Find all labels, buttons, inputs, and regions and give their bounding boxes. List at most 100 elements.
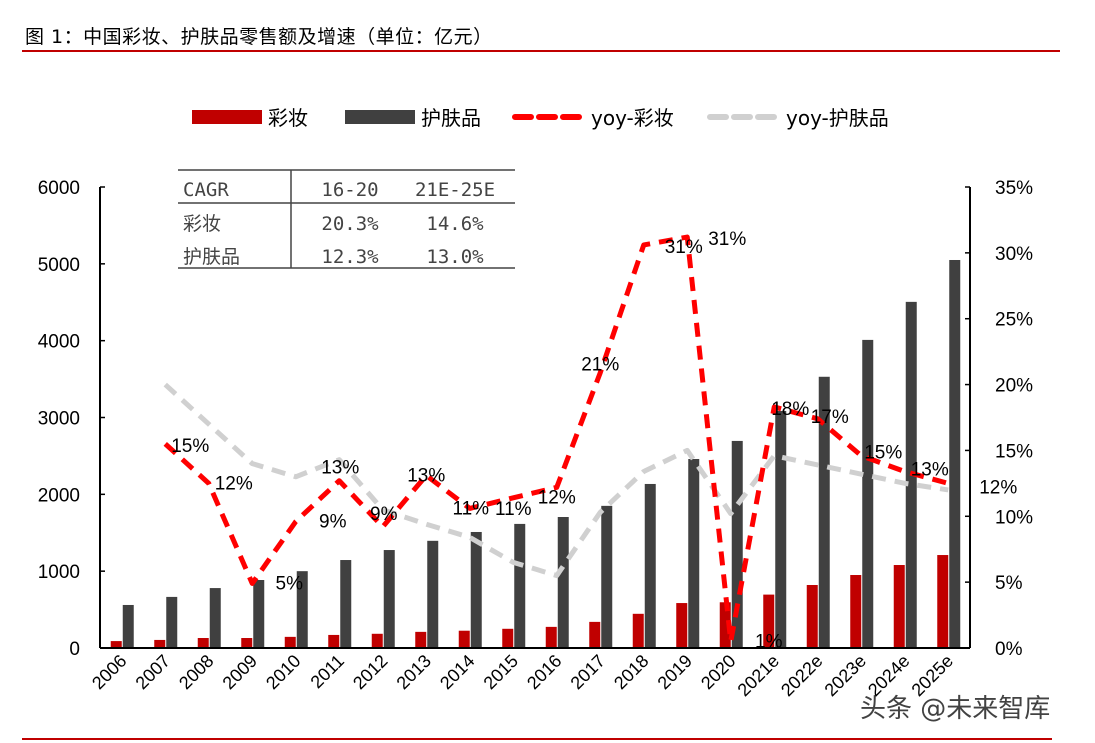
- data-label: 31%: [665, 237, 703, 258]
- data-label: 12%: [538, 487, 576, 508]
- y-tick-label-right: 30%: [995, 244, 1033, 265]
- y-tick-label-right: 0%: [995, 639, 1023, 660]
- legend-label: yoy-彩妆: [591, 106, 674, 130]
- bar-cosmetics: [719, 602, 731, 648]
- y-tick-label-left: 3000: [38, 409, 80, 430]
- bar-skincare: [340, 560, 352, 648]
- x-tick-label: 2006: [88, 651, 130, 693]
- x-tick-label: 2009: [219, 651, 261, 693]
- bar-cosmetics: [589, 621, 601, 648]
- x-tick-label: 2008: [175, 651, 217, 693]
- x-tick-label: 2021e: [734, 651, 784, 701]
- bar-cosmetics: [763, 594, 775, 648]
- y-tick-label-right: 5%: [995, 573, 1023, 594]
- bar-cosmetics: [806, 584, 818, 648]
- bar-cosmetics: [328, 634, 340, 648]
- x-tick-label: 2007: [132, 651, 174, 693]
- bar-cosmetics: [415, 631, 427, 648]
- data-label: 15%: [864, 443, 902, 464]
- y-tick-label-right: 15%: [995, 441, 1033, 462]
- legend: 彩妆 护肤品 yoy-彩妆 yoy-护肤品: [192, 106, 889, 130]
- bar-skincare: [601, 505, 613, 648]
- x-tick-label: 2012: [349, 651, 391, 693]
- bar-cosmetics: [502, 628, 514, 648]
- bar-cosmetics: [458, 630, 470, 648]
- y-tick-label-left: 6000: [38, 178, 80, 199]
- data-label: 31%: [708, 229, 746, 250]
- x-tick-label: 2018: [610, 651, 652, 693]
- bar-cosmetics: [850, 575, 862, 648]
- legend-swatch-0: [192, 110, 262, 124]
- bar-skincare: [166, 596, 178, 648]
- y-tick-label-left: 0: [69, 639, 80, 660]
- y-tick-label-left: 2000: [38, 485, 80, 506]
- figure-title: 图 1：中国彩妆、护肤品零售额及增速（单位：亿元）: [25, 26, 493, 48]
- x-tick-label: 2016: [523, 651, 565, 693]
- bar-skincare: [470, 531, 482, 648]
- bar-skincare: [818, 376, 830, 648]
- data-label: 18%: [771, 399, 809, 420]
- data-label: 11%: [495, 499, 532, 520]
- x-tick-label: 2019: [654, 651, 696, 693]
- bar-skincare: [775, 410, 787, 648]
- table-header-cell: 16-20: [321, 179, 378, 201]
- legend-label: yoy-护肤品: [786, 106, 889, 130]
- data-label: 9%: [319, 512, 347, 533]
- data-label: 12%: [979, 477, 1017, 498]
- bar-skincare: [731, 440, 743, 648]
- bar-cosmetics: [284, 636, 296, 648]
- data-label: 13%: [911, 460, 949, 481]
- data-label: 13%: [321, 458, 359, 479]
- table-cell: 12.3%: [321, 246, 379, 268]
- bar-cosmetics: [893, 565, 905, 648]
- data-label: 13%: [407, 465, 445, 486]
- table-header-cell: 21E-25E: [415, 179, 495, 201]
- bar-cosmetics: [676, 603, 688, 648]
- bar-skincare: [514, 523, 526, 648]
- bar-skincare: [427, 540, 439, 648]
- y-tick-label-right: 20%: [995, 376, 1033, 397]
- bar-cosmetics: [632, 613, 644, 648]
- data-label: 12%: [215, 473, 253, 494]
- x-tick-label: 2015: [480, 651, 522, 693]
- x-tick-label: 2010: [262, 651, 304, 693]
- bar-cosmetics: [110, 641, 122, 648]
- table-cell: 14.6%: [426, 213, 484, 235]
- legend-swatch-1: [345, 110, 415, 124]
- bar-skincare: [949, 259, 961, 648]
- bar-cosmetics: [154, 639, 166, 648]
- y-tick-label-right: 10%: [995, 507, 1033, 528]
- table-cell: 彩妆: [183, 213, 221, 235]
- legend-label: 护肤品: [421, 106, 481, 130]
- data-label: 9%: [370, 504, 398, 525]
- data-label: 11%: [452, 498, 489, 519]
- bar-skincare: [644, 483, 656, 648]
- bar-skincare: [253, 580, 265, 648]
- lines-layer: [163, 234, 949, 644]
- bar-skincare: [862, 339, 874, 648]
- table-cell: 20.3%: [321, 213, 379, 235]
- bar-skincare: [383, 550, 395, 648]
- legend-label: 彩妆: [268, 106, 308, 130]
- bar-skincare: [209, 588, 221, 648]
- y-tick-label-right: 25%: [995, 310, 1033, 331]
- bottom-rule: [22, 738, 1052, 740]
- bar-skincare: [557, 516, 569, 648]
- table-cell: 13.0%: [426, 246, 484, 268]
- data-label: 1%: [755, 631, 783, 652]
- table-header-cell: CAGR: [183, 179, 229, 201]
- line-yoy-skincare: [163, 382, 949, 579]
- data-labels-layer: 15% 12% 5% 9% 13% 9% 13% 11% 11% 12% 21% 31% 31% 1% 18…: [171, 229, 1017, 652]
- x-tick-label: 2013: [393, 651, 435, 693]
- line-yoy-cosmetics: [163, 234, 949, 644]
- bar-skincare: [688, 458, 700, 648]
- watermark: 头条 @未来智库: [860, 694, 1051, 724]
- data-label: 17%: [811, 407, 849, 428]
- cagr-table: CAGR 16-20 21E-25E 彩妆 20.3% 14.6% 护肤品 12.3% 13.0…: [178, 169, 515, 269]
- y-tick-label-right: 35%: [995, 178, 1033, 199]
- data-label: 5%: [276, 573, 304, 594]
- table-cell: 护肤品: [183, 246, 240, 268]
- data-label: 21%: [581, 355, 619, 376]
- bar-skincare: [296, 571, 308, 648]
